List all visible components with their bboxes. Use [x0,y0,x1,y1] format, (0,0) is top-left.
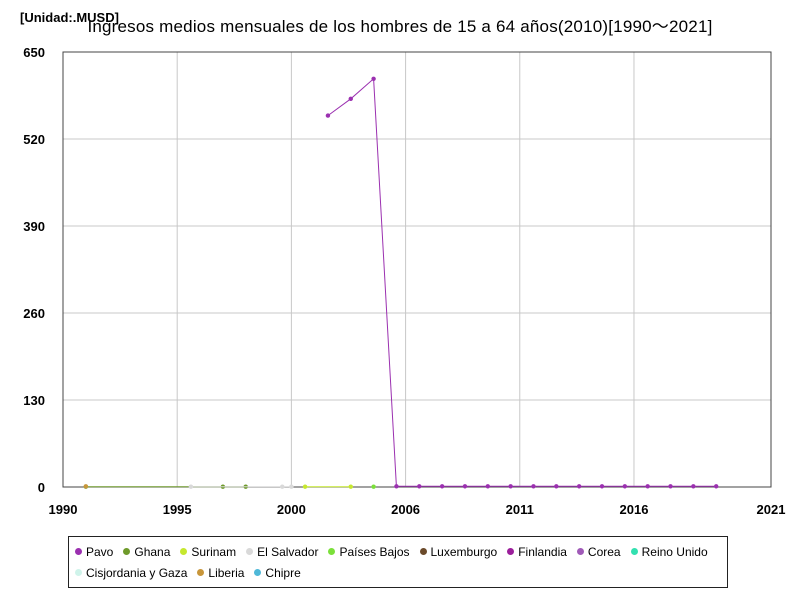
data-point [348,484,353,489]
series-el-salvador [188,484,294,489]
y-tick-label: 0 [38,480,45,495]
data-point [188,484,194,489]
legend-swatch-icon [328,548,336,556]
x-tick-label: 2021 [757,502,786,517]
legend-item[interactable]: El Salvador [246,542,318,563]
tick-labels: 1990 1995 2000 2006 2011 2016 2021 0 130 260 390 52… [23,45,785,517]
legend-swatch-icon [246,548,254,556]
legend-label: Luxemburgo [430,545,498,559]
series-liberia [83,484,89,489]
legend-label: Chipre [265,566,301,580]
data-point [622,484,628,489]
x-tick-label: 1990 [49,502,78,517]
data-point [554,484,559,489]
legend-item[interactable]: Chipre [254,563,301,584]
legend-swatch-icon [630,548,638,556]
legend-label: Cisjordania y Gaza [86,566,188,580]
legend-swatch-icon [197,569,205,577]
data-point [325,113,331,118]
legend-item[interactable]: Cisjordania y Gaza [75,563,187,584]
data-point [462,484,468,489]
legend-swatch-icon [419,548,427,556]
legend-item[interactable]: Liberia [197,563,244,584]
legend-label: El Salvador [257,545,319,559]
unit-label: [Unidad:.MUSD] [20,10,119,25]
legend-swatch-icon [576,548,584,556]
data-point [83,484,89,489]
legend-item[interactable]: Finlandia [507,542,567,563]
legend-item[interactable]: Ghana [123,542,170,563]
data-point [371,76,376,81]
data-point [691,484,696,489]
legend-label: Corea [587,545,621,559]
data-point [531,484,536,489]
legend-item[interactable]: Corea [576,542,621,563]
legend-swatch-icon [507,548,515,556]
grid-lines [62,51,772,488]
legend-item[interactable]: Países Bajos [328,542,410,563]
legend-label: Finlandia [518,545,567,559]
data-point [485,484,490,489]
chart-title: Ingresos medios mensuales de los hombres… [87,17,713,36]
x-tick-label: 2011 [506,502,534,517]
plot-frame [62,51,772,488]
series-países-bajos [371,484,376,489]
series-layer [83,76,719,489]
legend-label: Países Bajos [339,545,410,559]
data-point [302,484,308,489]
legend-label: Pavo [86,545,114,559]
legend-label: Surinam [191,545,237,559]
legend-label: Ghana [134,545,171,559]
data-point [417,484,422,489]
x-tick-label: 1995 [163,502,192,517]
data-point [645,484,650,489]
series-surinam [302,484,353,489]
legend-swatch-icon [123,548,131,556]
legend-item[interactable]: Surinam [180,542,236,563]
y-tick-label: 650 [23,45,45,60]
series-pavo [325,76,719,489]
y-tick-label: 390 [23,219,45,234]
legend-swatch-icon [75,548,82,556]
data-point [713,484,719,489]
legend-swatch-icon [75,569,82,577]
data-point [508,484,513,489]
data-point [599,484,605,489]
data-point [280,484,285,489]
data-point [371,484,376,489]
x-tick-label: 2000 [277,502,306,517]
x-tick-label: 2006 [391,502,420,517]
legend-item[interactable]: Pavo [75,542,113,563]
series-line [327,77,717,487]
legend-label: Liberia [208,566,245,580]
legend-item[interactable]: Reino Unido [630,542,708,563]
data-point [576,484,582,489]
data-point [668,484,673,489]
legend-item[interactable]: Luxemburgo [419,542,498,563]
legend-label: Reino Unido [641,545,708,559]
legend: Pavo Ghana Surinam El Salvador Países Bajos L… [68,536,728,588]
data-point [439,484,445,489]
legend-swatch-icon [254,569,262,577]
data-point [348,96,353,102]
legend-swatch-icon [180,548,188,556]
y-tick-label: 520 [23,132,45,147]
y-tick-label: 260 [23,306,45,321]
y-tick-label: 130 [23,393,45,408]
x-tick-label: 2016 [620,502,649,517]
data-point [289,484,294,489]
data-point [394,484,399,489]
